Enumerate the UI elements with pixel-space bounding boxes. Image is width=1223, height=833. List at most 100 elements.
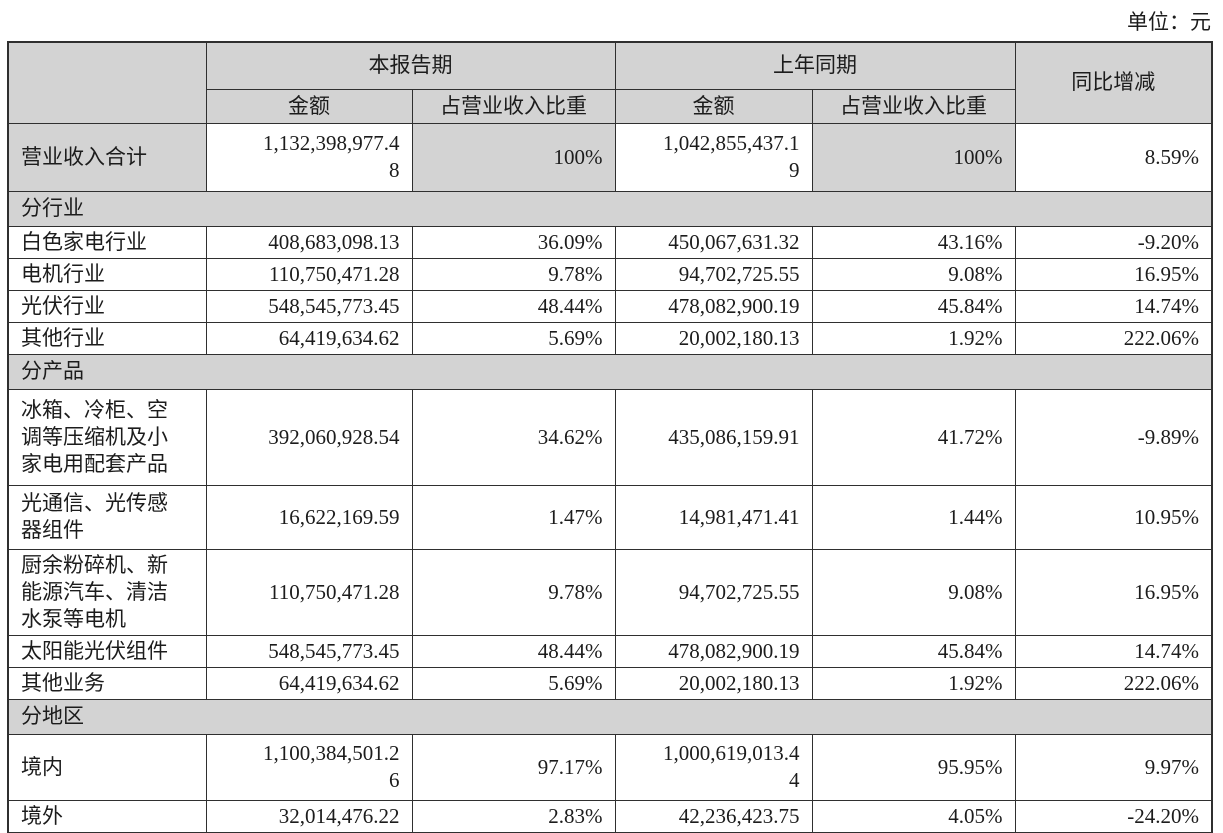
prior-share-header: 占营业收入比重	[811, 88, 1016, 124]
current-share-cell: 2.83%	[411, 799, 616, 833]
row-label: 厨余粉碎机、新 能源汽车、清洁 水泵等电机	[7, 548, 207, 636]
prior-share-cell: 43.16%	[811, 225, 1016, 259]
current-amount-cell: 548,545,773.45	[205, 634, 413, 668]
prior-amount-header: 金额	[614, 88, 813, 124]
prior-share-cell: 100%	[811, 122, 1016, 192]
yoy-cell: 10.95%	[1014, 484, 1213, 550]
yoy-cell: 14.74%	[1014, 289, 1213, 323]
row-label: 境外	[7, 799, 207, 833]
current-share-cell: 5.69%	[411, 666, 616, 700]
section-row-industry: 分行业	[7, 190, 1213, 227]
current-amount-cell: 16,622,169.59	[205, 484, 413, 550]
revenue-breakdown-table: 本报告期 上年同期 同比增减 金额 占营业收入比重 金额 占营业收入比重 营业收…	[7, 41, 1213, 833]
current-share-header: 占营业收入比重	[411, 88, 616, 124]
table-row: 其他业务 64,419,634.62 5.69% 20,002,180.13 1…	[7, 666, 1213, 700]
yoy-cell: 14.74%	[1014, 634, 1213, 668]
table-row: 光伏行业 548,545,773.45 48.44% 478,082,900.1…	[7, 289, 1213, 323]
section-title: 分产品	[7, 353, 1213, 390]
yoy-header: 同比增减	[1014, 41, 1213, 124]
current-share-cell: 48.44%	[411, 289, 616, 323]
current-period-header: 本报告期	[205, 41, 616, 90]
current-amount-cell: 408,683,098.13	[205, 225, 413, 259]
table-row: 白色家电行业 408,683,098.13 36.09% 450,067,631…	[7, 225, 1213, 259]
prior-share-cell: 9.08%	[811, 548, 1016, 636]
current-share-cell: 9.78%	[411, 257, 616, 291]
yoy-cell: 16.95%	[1014, 548, 1213, 636]
current-share-cell: 1.47%	[411, 484, 616, 550]
prior-share-cell: 4.05%	[811, 799, 1016, 833]
current-amount-header: 金额	[205, 88, 413, 124]
current-share-cell: 97.17%	[411, 733, 616, 801]
current-amount-cell: 548,545,773.45	[205, 289, 413, 323]
current-amount-cell: 392,060,928.54	[205, 388, 413, 486]
prior-share-cell: 45.84%	[811, 289, 1016, 323]
yoy-cell: 9.97%	[1014, 733, 1213, 801]
prior-amount-cell: 435,086,159.91	[614, 388, 813, 486]
yoy-cell: -24.20%	[1014, 799, 1213, 833]
row-label: 其他行业	[7, 321, 207, 355]
yoy-cell: 222.06%	[1014, 666, 1213, 700]
current-amount-cell: 110,750,471.28	[205, 257, 413, 291]
prior-amount-cell: 478,082,900.19	[614, 634, 813, 668]
prior-share-cell: 1.44%	[811, 484, 1016, 550]
header-row-periods: 本报告期 上年同期 同比增减	[7, 41, 1213, 124]
current-share-cell: 9.78%	[411, 548, 616, 636]
current-amount-cell: 1,132,398,977.4 8	[205, 122, 413, 192]
current-amount-cell: 110,750,471.28	[205, 548, 413, 636]
prior-share-cell: 1.92%	[811, 666, 1016, 700]
current-share-cell: 5.69%	[411, 321, 616, 355]
prior-share-cell: 9.08%	[811, 257, 1016, 291]
corner-cell	[7, 41, 207, 124]
row-label: 营业收入合计	[7, 122, 207, 192]
current-share-cell: 48.44%	[411, 634, 616, 668]
table-row: 厨余粉碎机、新 能源汽车、清洁 水泵等电机 110,750,471.28 9.7…	[7, 548, 1213, 636]
current-amount-cell: 64,419,634.62	[205, 321, 413, 355]
prior-share-cell: 1.92%	[811, 321, 1016, 355]
prior-amount-cell: 20,002,180.13	[614, 666, 813, 700]
prior-amount-cell: 20,002,180.13	[614, 321, 813, 355]
prior-amount-cell: 1,042,855,437.1 9	[614, 122, 813, 192]
row-label: 白色家电行业	[7, 225, 207, 259]
unit-label: 单位：元	[1127, 10, 1211, 34]
row-label: 冰箱、冷柜、空 调等压缩机及小 家电用配套产品	[7, 388, 207, 486]
row-label: 太阳能光伏组件	[7, 634, 207, 668]
current-share-cell: 100%	[411, 122, 616, 192]
yoy-cell: 222.06%	[1014, 321, 1213, 355]
prior-amount-cell: 14,981,471.41	[614, 484, 813, 550]
section-row-product: 分产品	[7, 353, 1213, 390]
header-row-measures: 金额 占营业收入比重 金额 占营业收入比重	[8, 88, 1212, 124]
table-row: 太阳能光伏组件 548,545,773.45 48.44% 478,082,90…	[7, 634, 1213, 668]
prior-amount-cell: 94,702,725.55	[614, 257, 813, 291]
row-label: 电机行业	[7, 257, 207, 291]
current-share-cell: 34.62%	[411, 388, 616, 486]
prior-amount-cell: 450,067,631.32	[614, 225, 813, 259]
prior-amount-cell: 42,236,423.75	[614, 799, 813, 833]
table-row: 电机行业 110,750,471.28 9.78% 94,702,725.55 …	[7, 257, 1213, 291]
prior-share-cell: 95.95%	[811, 733, 1016, 801]
current-amount-cell: 64,419,634.62	[205, 666, 413, 700]
table-row: 境外 32,014,476.22 2.83% 42,236,423.75 4.0…	[7, 799, 1213, 833]
prior-amount-cell: 94,702,725.55	[614, 548, 813, 636]
prior-share-cell: 45.84%	[811, 634, 1016, 668]
table-row: 冰箱、冷柜、空 调等压缩机及小 家电用配套产品 392,060,928.54 3…	[7, 388, 1213, 486]
yoy-cell: 16.95%	[1014, 257, 1213, 291]
yoy-cell: 8.59%	[1014, 122, 1213, 192]
current-amount-cell: 1,100,384,501.2 6	[205, 733, 413, 801]
section-title: 分地区	[7, 698, 1213, 735]
prior-amount-cell: 478,082,900.19	[614, 289, 813, 323]
section-row-region: 分地区	[7, 698, 1213, 735]
yoy-cell: -9.20%	[1014, 225, 1213, 259]
table-row: 光通信、光传感 器组件 16,622,169.59 1.47% 14,981,4…	[7, 484, 1213, 550]
current-amount-cell: 32,014,476.22	[205, 799, 413, 833]
section-title: 分行业	[7, 190, 1213, 227]
total-row: 营业收入合计 1,132,398,977.4 8 100% 1,042,855,…	[7, 122, 1213, 192]
row-label: 其他业务	[7, 666, 207, 700]
table-row: 其他行业 64,419,634.62 5.69% 20,002,180.13 1…	[7, 321, 1213, 355]
yoy-cell: -9.89%	[1014, 388, 1213, 486]
prior-period-header: 上年同期	[614, 41, 1016, 90]
prior-share-cell: 41.72%	[811, 388, 1016, 486]
table-row: 境内 1,100,384,501.2 6 97.17% 1,000,619,01…	[7, 733, 1213, 801]
row-label: 光伏行业	[7, 289, 207, 323]
prior-amount-cell: 1,000,619,013.4 4	[614, 733, 813, 801]
